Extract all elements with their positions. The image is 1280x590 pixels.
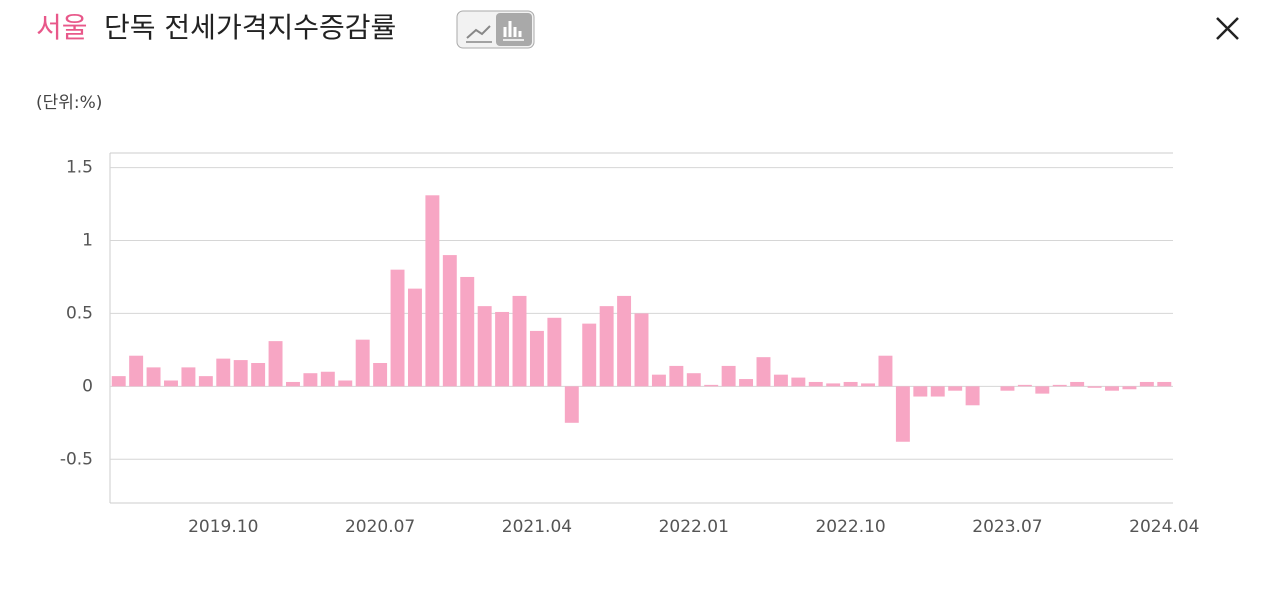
bar	[808, 381, 823, 387]
bar	[773, 374, 788, 387]
bar	[407, 288, 422, 387]
bar	[512, 295, 527, 387]
title-region: 서울	[36, 11, 88, 44]
bar	[111, 376, 126, 387]
bar	[843, 381, 858, 387]
bar	[1052, 384, 1067, 387]
bar	[442, 255, 457, 387]
bar	[913, 386, 928, 397]
x-tick-label: 2023.07	[972, 517, 1042, 537]
bar	[895, 386, 910, 442]
x-tick-label: 2021.04	[502, 517, 572, 537]
bar	[1139, 381, 1154, 387]
bar	[965, 386, 980, 406]
bar	[164, 380, 178, 387]
bar	[1157, 381, 1172, 387]
bar	[721, 365, 736, 387]
bar	[251, 363, 266, 387]
y-tick-label: 0	[82, 376, 93, 396]
bar-icon	[503, 21, 522, 37]
bar	[1122, 386, 1137, 390]
bar	[425, 195, 440, 387]
bar	[599, 306, 614, 387]
bar	[355, 339, 370, 387]
bar	[634, 313, 649, 387]
bar	[1105, 386, 1119, 391]
x-tick-label: 2022.01	[659, 517, 729, 537]
bar	[1000, 386, 1015, 391]
bar	[268, 341, 283, 387]
bar	[460, 276, 475, 387]
bar	[216, 358, 231, 387]
bar	[1087, 386, 1102, 388]
unit-label: (단위:%)	[36, 93, 102, 113]
bar	[1017, 384, 1032, 387]
line-icon[interactable]	[466, 25, 491, 39]
bar	[495, 311, 510, 387]
bar	[1035, 386, 1050, 394]
bar	[529, 330, 544, 387]
bar	[582, 323, 597, 387]
bar	[739, 379, 754, 387]
bar	[373, 363, 388, 387]
chart-toggle[interactable]	[456, 10, 535, 49]
y-tick-label: 0.5	[66, 303, 93, 323]
bar	[286, 381, 300, 387]
bar	[861, 383, 876, 387]
bar	[303, 373, 318, 387]
bar	[878, 355, 893, 387]
bar	[198, 376, 213, 387]
bar	[1070, 381, 1085, 387]
bar	[564, 386, 579, 423]
bar	[756, 357, 771, 387]
bar	[948, 386, 963, 391]
close-button[interactable]	[1216, 17, 1239, 40]
x-tick-label: 2020.07	[345, 517, 415, 537]
bar	[181, 367, 196, 387]
bar	[547, 317, 562, 387]
x-tick-label: 2019.10	[188, 517, 258, 537]
bar	[617, 295, 632, 387]
bar	[320, 371, 335, 387]
bar	[390, 269, 405, 387]
bar	[477, 306, 492, 387]
x-tick-label: 2022.10	[815, 517, 885, 537]
bar	[233, 360, 248, 387]
bar	[129, 355, 144, 387]
bar	[338, 380, 353, 387]
bar	[930, 386, 945, 397]
bar	[826, 383, 841, 387]
x-tick-label: 2024.04	[1129, 517, 1199, 537]
bar	[791, 377, 806, 387]
plot: -0.5 0 0.5 1 1.5 2019.10 2020.07 2021.04 2022.01…	[60, 152, 1199, 537]
y-tick-label: 1.5	[66, 158, 93, 178]
bar	[669, 365, 684, 387]
bar	[651, 374, 666, 387]
y-tick-label: 1	[82, 231, 93, 251]
y-tick-label: -0.5	[60, 449, 93, 469]
bar	[146, 367, 161, 387]
bar	[704, 384, 719, 387]
title: 단독 전세가격지수증감률	[104, 11, 396, 44]
bar	[686, 373, 701, 387]
